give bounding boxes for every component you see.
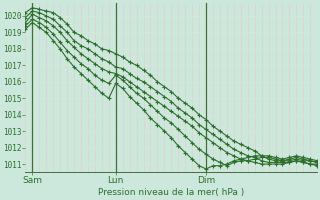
X-axis label: Pression niveau de la mer( hPa ): Pression niveau de la mer( hPa ) bbox=[98, 188, 244, 197]
